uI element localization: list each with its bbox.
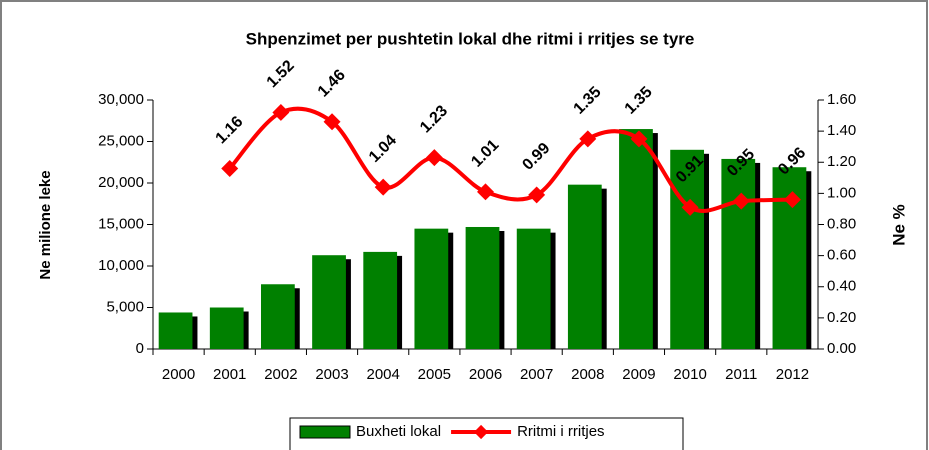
y-tick-label: 20,000: [98, 174, 144, 191]
y2-tick-label: 0.00: [827, 340, 856, 357]
line-marker: [374, 178, 392, 196]
line-marker: [221, 159, 239, 177]
x-tick-label: 2005: [418, 366, 451, 383]
x-tick-label: 2008: [571, 366, 604, 383]
x-tick-label: 2007: [520, 366, 553, 383]
bar: [567, 184, 602, 349]
line-marker: [732, 192, 750, 210]
bar: [516, 228, 551, 349]
y-axis-label: Ne milione leke: [37, 170, 54, 279]
x-tick-label: 2012: [776, 366, 809, 383]
x-tick-label: 2001: [213, 366, 246, 383]
bar: [414, 228, 449, 349]
x-tick-label: 2000: [162, 366, 195, 383]
legend-label: Buxheti lokal: [356, 423, 441, 440]
line-marker: [323, 113, 341, 131]
bar: [158, 312, 193, 349]
y-tick-label: 15,000: [98, 215, 144, 232]
y2-tick-label: 0.20: [827, 309, 856, 326]
chart-title: Shpenzimet per pushtetin lokal dhe ritmi…: [246, 29, 695, 48]
line-marker: [425, 149, 443, 167]
x-tick-label: 2003: [315, 366, 348, 383]
y2-tick-label: 0.40: [827, 278, 856, 295]
bar: [209, 307, 244, 349]
bar: [261, 284, 295, 349]
bar: [721, 158, 756, 349]
line-marker: [681, 198, 699, 216]
x-tick-label: 2004: [367, 366, 400, 383]
y2-tick-label: 0.60: [827, 247, 856, 264]
bar: [363, 251, 398, 349]
x-tick-label: 2006: [469, 366, 502, 383]
line-marker: [579, 130, 597, 148]
bar: [465, 226, 500, 349]
x-tick-label: 2002: [264, 366, 297, 383]
y-tick-label: 25,000: [98, 132, 144, 149]
legend-label: Rritmi i rritjes: [517, 423, 605, 440]
bar: [619, 129, 653, 349]
line-marker: [477, 183, 494, 201]
x-tick-label: 2009: [622, 366, 655, 383]
legend-marker: [473, 424, 489, 440]
line-marker: [528, 186, 546, 204]
bar: [312, 255, 346, 349]
line-marker: [272, 103, 290, 121]
x-tick-label: 2011: [725, 366, 757, 383]
bar: [670, 149, 704, 349]
line-marker: [630, 130, 648, 148]
y2-axis-label: Ne %: [889, 204, 908, 246]
y2-tick-label: 1.20: [827, 153, 856, 170]
y2-tick-label: 0.80: [827, 215, 856, 232]
line-marker: [783, 191, 801, 209]
y2-tick-label: 1.40: [827, 122, 856, 139]
legend-swatch: [299, 425, 351, 439]
y2-tick-label: 1.60: [827, 91, 856, 108]
y-tick-label: 30,000: [98, 91, 144, 108]
y2-tick-label: 1.00: [827, 184, 856, 201]
y-tick-label: 5,000: [106, 298, 144, 315]
y-tick-label: 10,000: [98, 257, 144, 274]
x-tick-label: 2010: [673, 366, 706, 383]
y-tick-label: 0: [136, 340, 144, 357]
